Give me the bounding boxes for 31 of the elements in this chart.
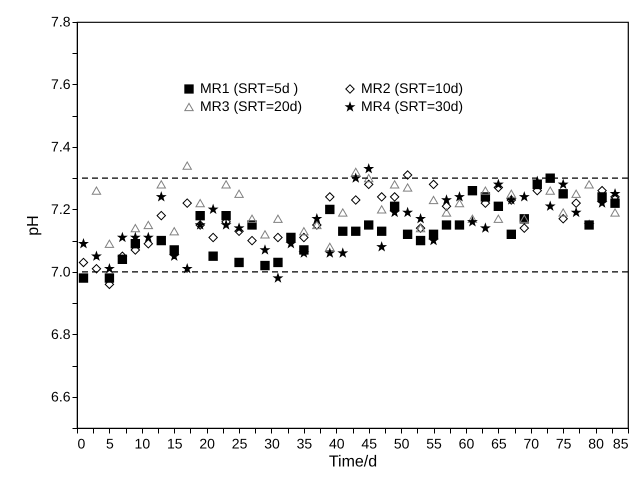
x-tick-label: 35 <box>296 436 312 452</box>
y-axis-title: pH <box>25 215 42 236</box>
y-tick-label: 7.4 <box>51 138 71 154</box>
x-tick-label: 15 <box>166 436 183 452</box>
x-tick-label: 85 <box>612 436 629 452</box>
y-tick-label: 6.8 <box>51 326 71 342</box>
y-tick-label: 7.8 <box>51 14 71 30</box>
x-tick-label: 10 <box>134 436 150 452</box>
legend-label: MR4 (SRT=30d) <box>361 98 464 114</box>
x-tick-label: 20 <box>199 436 216 452</box>
y-tick-label: 7.2 <box>51 200 71 217</box>
x-tick-label: 40 <box>329 436 345 452</box>
y-tick-label: 7.6 <box>51 76 71 92</box>
x-tick-label: 25 <box>232 436 248 452</box>
x-tick-label: 80 <box>588 436 604 452</box>
x-tick-label: 45 <box>361 436 378 452</box>
x-axis-title: Time/d <box>328 454 378 470</box>
x-tick-label: 55 <box>426 436 442 452</box>
legend-label: MR2 (SRT=10d) <box>361 80 464 96</box>
x-tick-label: 5 <box>106 436 114 452</box>
x-tick-label: 75 <box>556 436 572 452</box>
y-tick-label: 7.0 <box>51 263 71 280</box>
x-tick-label: 60 <box>458 436 474 452</box>
x-tick-label: 65 <box>491 436 507 452</box>
x-tick-label: 30 <box>264 436 280 452</box>
legend-label: MR1 (SRT=5d ) <box>200 80 298 96</box>
y-tick-label: 6.6 <box>51 388 71 404</box>
x-tick-label: 70 <box>523 436 540 452</box>
legend-label: MR3 (SRT=20d) <box>200 98 302 114</box>
x-tick-label: 50 <box>394 436 410 452</box>
x-tick-label: 0 <box>78 436 86 452</box>
